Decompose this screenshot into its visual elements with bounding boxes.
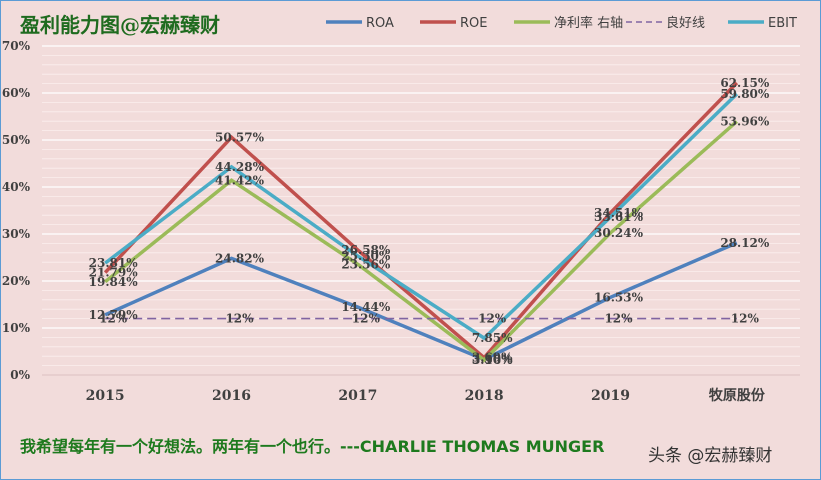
data-label: 33.61%: [594, 210, 644, 224]
chart-title: 盈利能力图@宏赫臻财: [19, 13, 220, 37]
data-label: 21.79%: [89, 266, 139, 280]
legend-label: ROA: [366, 16, 394, 31]
data-label: 12%: [604, 312, 633, 326]
data-labels: 12.79% 24.82% 14.44% 3.30% 16.53% 28.12% 21.79…: [89, 76, 770, 367]
grid-lines: [42, 45, 800, 376]
legend: ROA ROE 净利率 右轴 良好线 EBIT: [326, 15, 797, 31]
data-label: 3.69%: [472, 351, 513, 365]
y-axis: 0% 10% 20% 30% 40% 50% 60% 70%: [2, 39, 31, 382]
data-label: 59.80%: [720, 87, 770, 101]
y-tick-label: 10%: [2, 321, 31, 335]
munger-quote: 我希望每年有一个好想法。两年有一个也行。---CHARLIE THOMAS MU…: [20, 437, 604, 456]
data-label: 44.28%: [215, 160, 265, 174]
data-label: 53.96%: [720, 114, 770, 128]
y-tick-label: 60%: [2, 86, 31, 100]
x-tick-label: 2018: [465, 388, 504, 404]
data-label: 23.56%: [341, 257, 391, 271]
data-label: 23.81%: [89, 256, 139, 270]
data-label: 19.84%: [89, 275, 139, 289]
x-tick-label: 牧原股份: [709, 387, 766, 404]
y-tick-label: 70%: [2, 39, 31, 53]
data-label: 24.82%: [215, 251, 265, 265]
series-line: [104, 120, 738, 363]
y-tick-label: 40%: [2, 180, 31, 194]
data-label: 30.24%: [594, 226, 644, 240]
legend-label: 良好线: [666, 15, 705, 31]
legend-label: ROE: [460, 16, 487, 31]
data-label: 34.51%: [594, 206, 644, 220]
data-label: 12%: [352, 312, 381, 326]
legend-label: EBIT: [768, 16, 797, 31]
y-tick-label: 20%: [2, 274, 31, 288]
watermark-text: 头条 @宏赫臻财: [648, 446, 772, 466]
series-line: [104, 241, 738, 362]
series-lines: [103, 81, 739, 363]
data-label: 16.53%: [594, 290, 644, 304]
series-line: [104, 92, 739, 341]
data-label: 3.16%: [472, 353, 513, 367]
data-label: 12%: [478, 312, 507, 326]
data-label: 14.44%: [341, 300, 391, 314]
data-label: 12%: [731, 312, 760, 326]
data-label: 28.12%: [720, 236, 770, 250]
x-tick-label: 2015: [86, 388, 125, 404]
y-tick-label: 0%: [10, 368, 30, 382]
series-line: [103, 81, 739, 361]
data-label: 3.30%: [472, 352, 513, 366]
legend-label: 净利率 右轴: [554, 15, 623, 31]
data-label: 62.15%: [720, 76, 770, 90]
y-tick-label: 30%: [2, 227, 31, 241]
x-tick-label: 2019: [591, 388, 630, 404]
data-label: 25.30%: [341, 249, 391, 263]
data-label: 12.79%: [89, 308, 139, 322]
data-label: 12%: [225, 312, 254, 326]
x-axis: 2015 2016 2017 2018 2019 牧原股份: [42, 374, 800, 404]
data-label: 26.58%: [341, 243, 391, 257]
y-tick-label: 50%: [2, 133, 31, 147]
data-label: 50.57%: [215, 130, 265, 144]
data-label: 41.42%: [215, 173, 265, 187]
data-label: 7.85%: [472, 331, 513, 345]
x-tick-label: 2017: [338, 388, 377, 404]
x-tick-label: 2016: [212, 388, 251, 404]
data-label: 12%: [99, 312, 128, 326]
